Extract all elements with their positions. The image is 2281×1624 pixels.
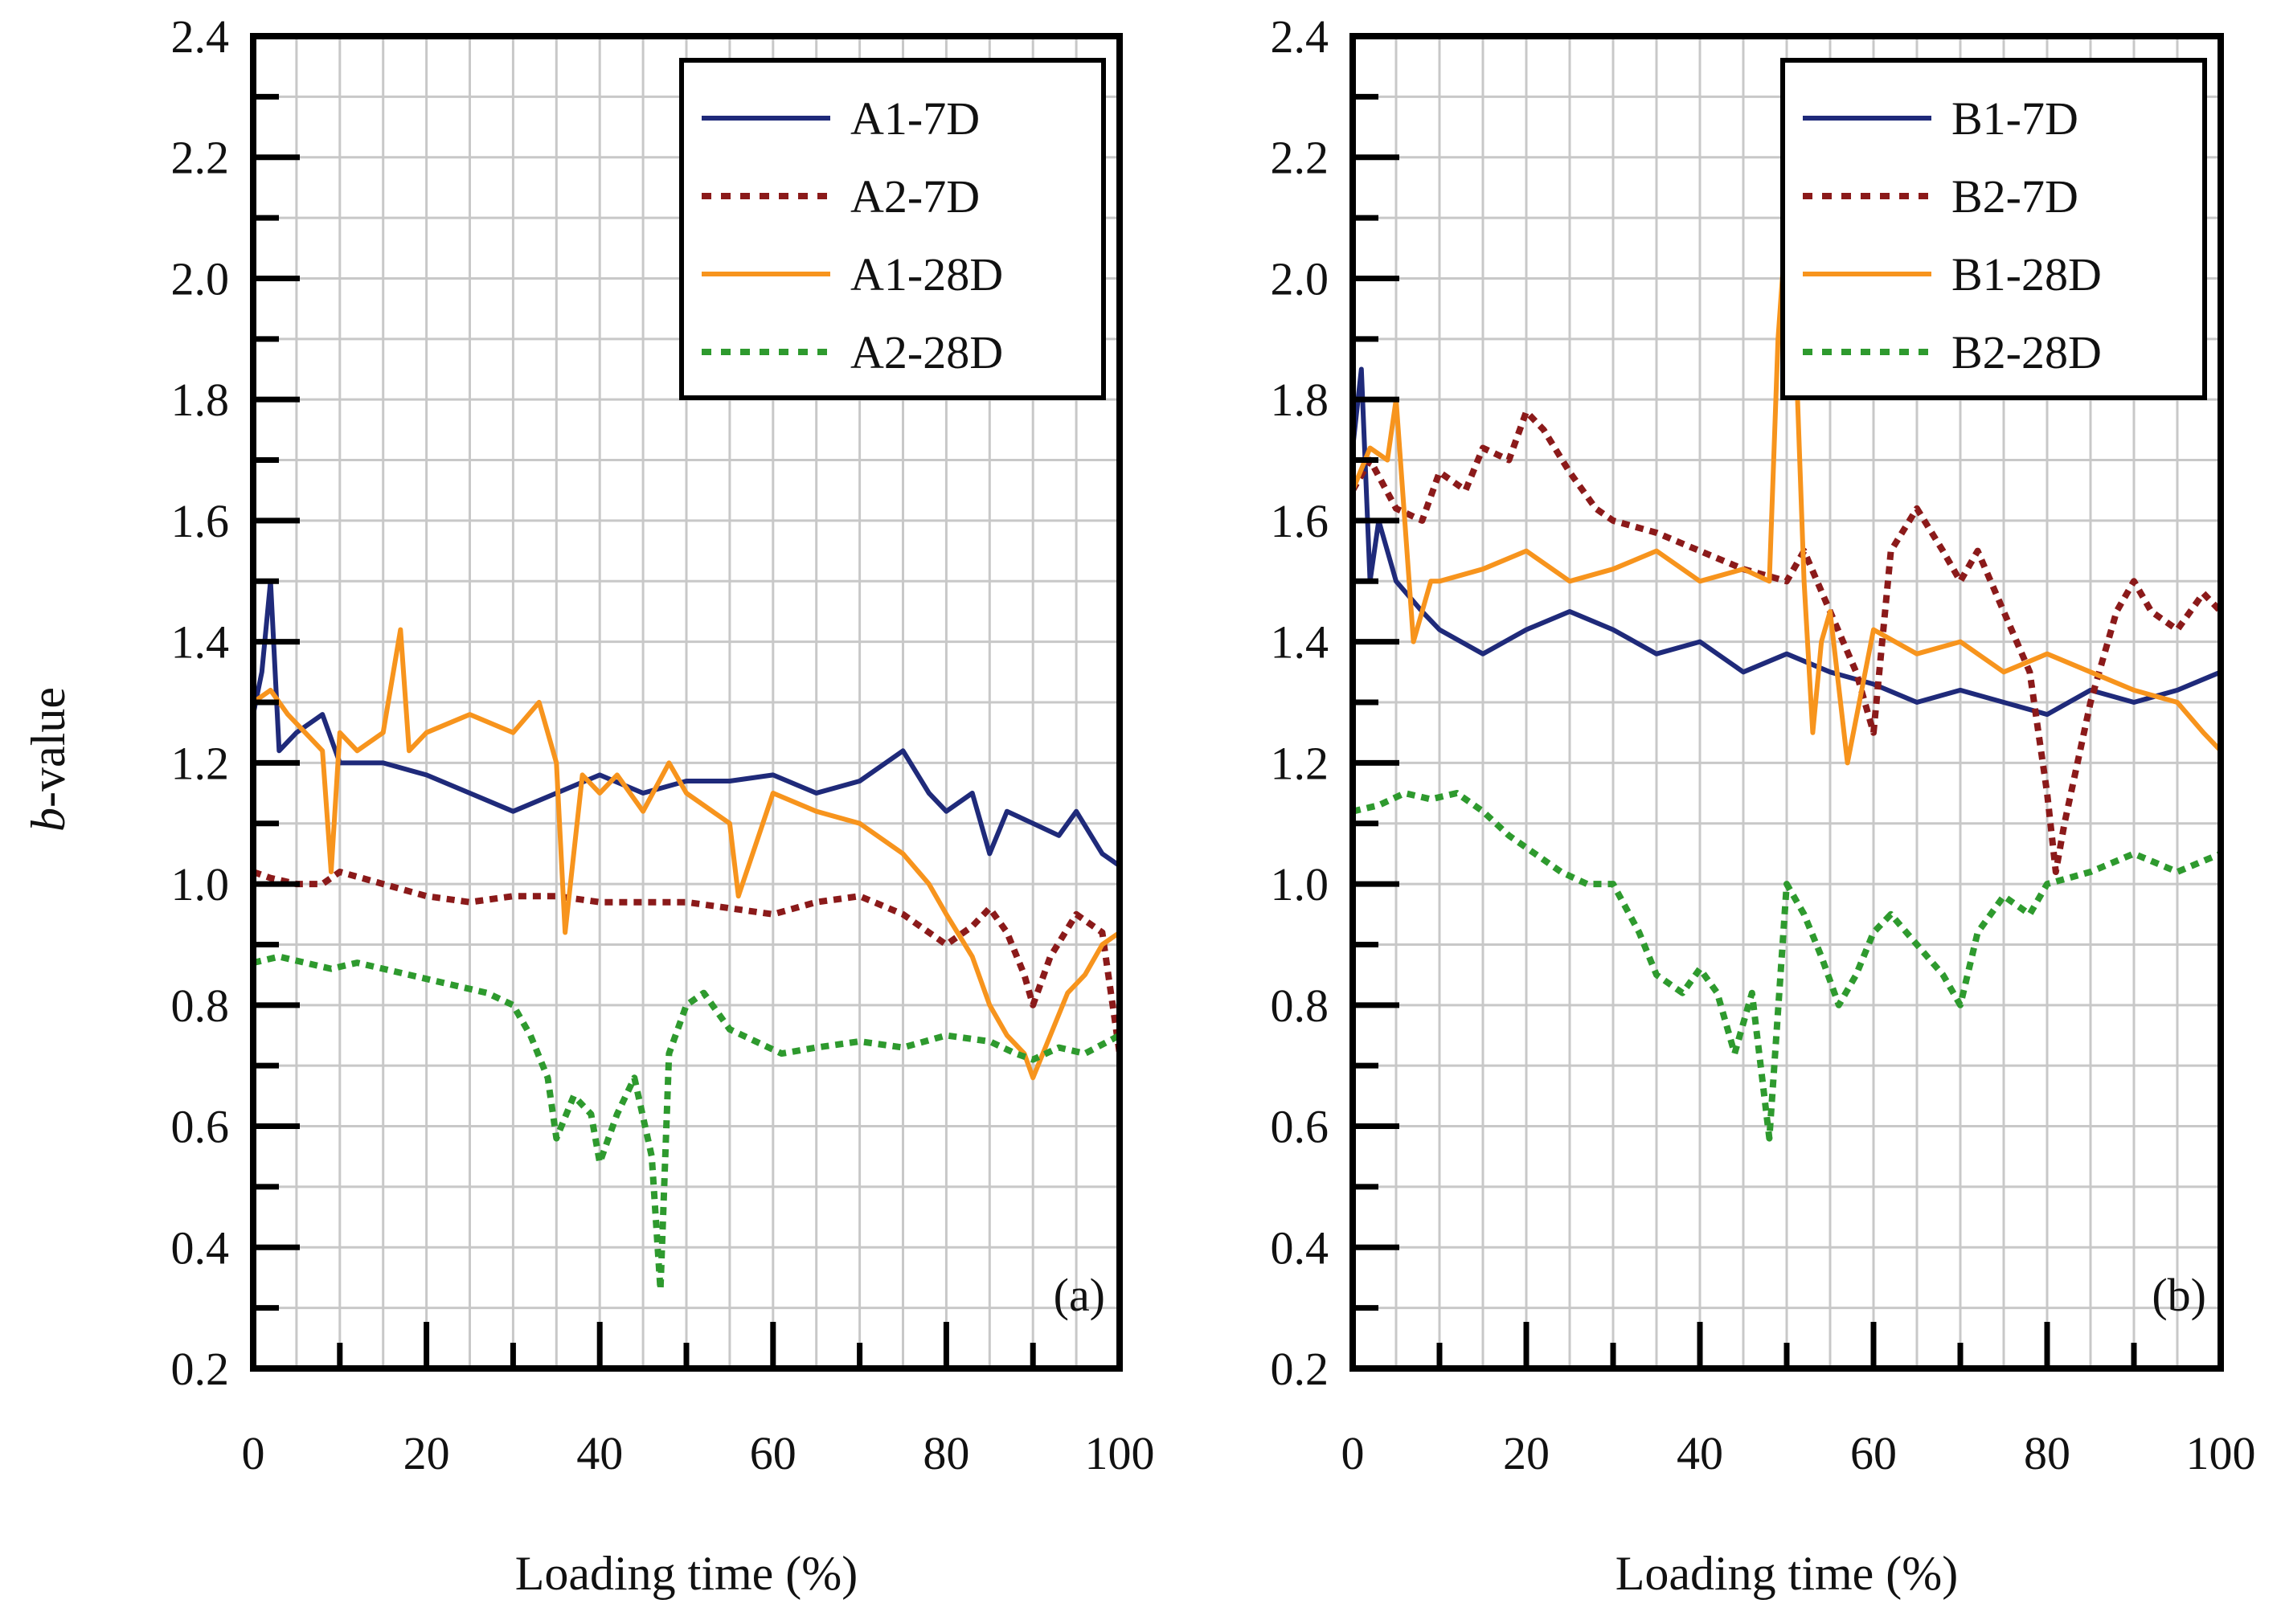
x-tick-label: 100 (2186, 1427, 2256, 1479)
panel-a-legend: A1-7D A2-7D A1-28D A2-28D (679, 58, 1106, 400)
y-tick-label: 0.4 (1271, 1221, 1329, 1274)
panel-b-label: (b) (2152, 1269, 2206, 1321)
panel-a: 0.2 0.4 0.6 0.8 1.0 1.2 1.4 1.6 1.8 2.0 2.2 2.4 0 20 4… (171, 10, 1155, 1600)
series-line-b2-7d (1349, 408, 2223, 875)
x-tick-label: 40 (1677, 1427, 1723, 1479)
y-tick-label: 1.0 (1271, 858, 1329, 910)
y-axis-title-italic: b (22, 808, 75, 832)
y-tick-label: 1.2 (171, 737, 230, 789)
y-tick-label: 0.8 (171, 980, 230, 1032)
x-tick-label: 0 (1341, 1427, 1365, 1479)
series-line-a2-7d (252, 869, 1123, 1054)
legend-label-a1-7d: A1-7D (850, 92, 980, 145)
x-tick-label: 20 (403, 1427, 450, 1479)
x-tick-label: 20 (1503, 1427, 1550, 1479)
legend-label-b2-28d: B2-28D (1951, 326, 2102, 378)
panel-b-legend: B1-7D B2-7D B1-28D B2-28D (1780, 58, 2207, 400)
x-tick-label: 60 (1850, 1427, 1897, 1479)
panel-b: 0.2 0.4 0.6 0.8 1.0 1.2 1.4 1.6 1.8 2.0 2.2 2.4 0 20 4… (1271, 10, 2256, 1600)
y-axis-title: b-value (22, 687, 75, 832)
y-tick-label: 2.0 (1271, 252, 1329, 305)
legend-label-b1-7d: B1-7D (1951, 92, 2078, 145)
y-tick-label: 2.2 (171, 132, 230, 184)
y-tick-label: 2.0 (171, 252, 230, 305)
legend-label-b2-7d: B2-7D (1951, 170, 2078, 223)
x-tick-label: 60 (750, 1427, 797, 1479)
series-line-a1-7d (251, 579, 1121, 868)
y-tick-label: 0.6 (1271, 1101, 1329, 1153)
legend-label-a2-7d: A2-7D (850, 170, 980, 223)
y-tick-label: 1.4 (1271, 616, 1329, 669)
y-tick-label: 1.6 (171, 495, 230, 547)
y-tick-label: 1.2 (1271, 737, 1329, 789)
series-line-b1-7d (1350, 366, 2222, 718)
y-tick-label: 1.8 (171, 374, 230, 426)
panel-a-x-axis-title: Loading time (%) (515, 1547, 858, 1600)
legend-label-a2-28d: A2-28D (850, 326, 1003, 378)
panel-b-ticks: 0.2 0.4 0.6 0.8 1.0 1.2 1.4 1.6 1.8 2.0 2.2 2.4 0 20 4… (1271, 10, 2256, 1479)
y-axis-title-rest: -value (22, 687, 75, 808)
legend-label-a1-28d: A1-28D (850, 248, 1003, 301)
legend-label-b1-28d: B1-28D (1951, 248, 2102, 301)
y-tick-label: 2.4 (171, 10, 230, 63)
y-tick-label: 0.2 (1271, 1343, 1329, 1395)
y-tick-label: 1.6 (1271, 495, 1329, 547)
y-tick-label: 0.6 (171, 1101, 230, 1153)
panel-a-ticks: 0.2 0.4 0.6 0.8 1.0 1.2 1.4 1.6 1.8 2.0 2.2 2.4 0 20 4… (171, 10, 1155, 1479)
x-tick-label: 100 (1085, 1427, 1155, 1479)
panel-b-x-axis-title: Loading time (%) (1616, 1547, 1959, 1600)
x-tick-label: 0 (242, 1427, 265, 1479)
y-tick-label: 1.0 (171, 858, 230, 910)
panel-a-series (251, 579, 1123, 1293)
y-tick-label: 2.2 (1271, 132, 1329, 184)
series-line-b2-28d (1352, 790, 2222, 1142)
y-tick-label: 2.4 (1271, 10, 1329, 63)
x-tick-label: 80 (2024, 1427, 2070, 1479)
series-line-a2-28d (252, 953, 1121, 1293)
x-tick-label: 80 (923, 1427, 969, 1479)
y-tick-label: 1.4 (171, 616, 230, 669)
y-tick-label: 0.2 (171, 1343, 230, 1395)
panel-a-label: (a) (1054, 1269, 1105, 1321)
y-tick-label: 0.4 (171, 1221, 230, 1274)
x-tick-label: 40 (576, 1427, 623, 1479)
y-tick-label: 0.8 (1271, 980, 1329, 1032)
y-tick-label: 1.8 (1271, 374, 1329, 426)
series-line-a1-28d (252, 627, 1121, 1081)
